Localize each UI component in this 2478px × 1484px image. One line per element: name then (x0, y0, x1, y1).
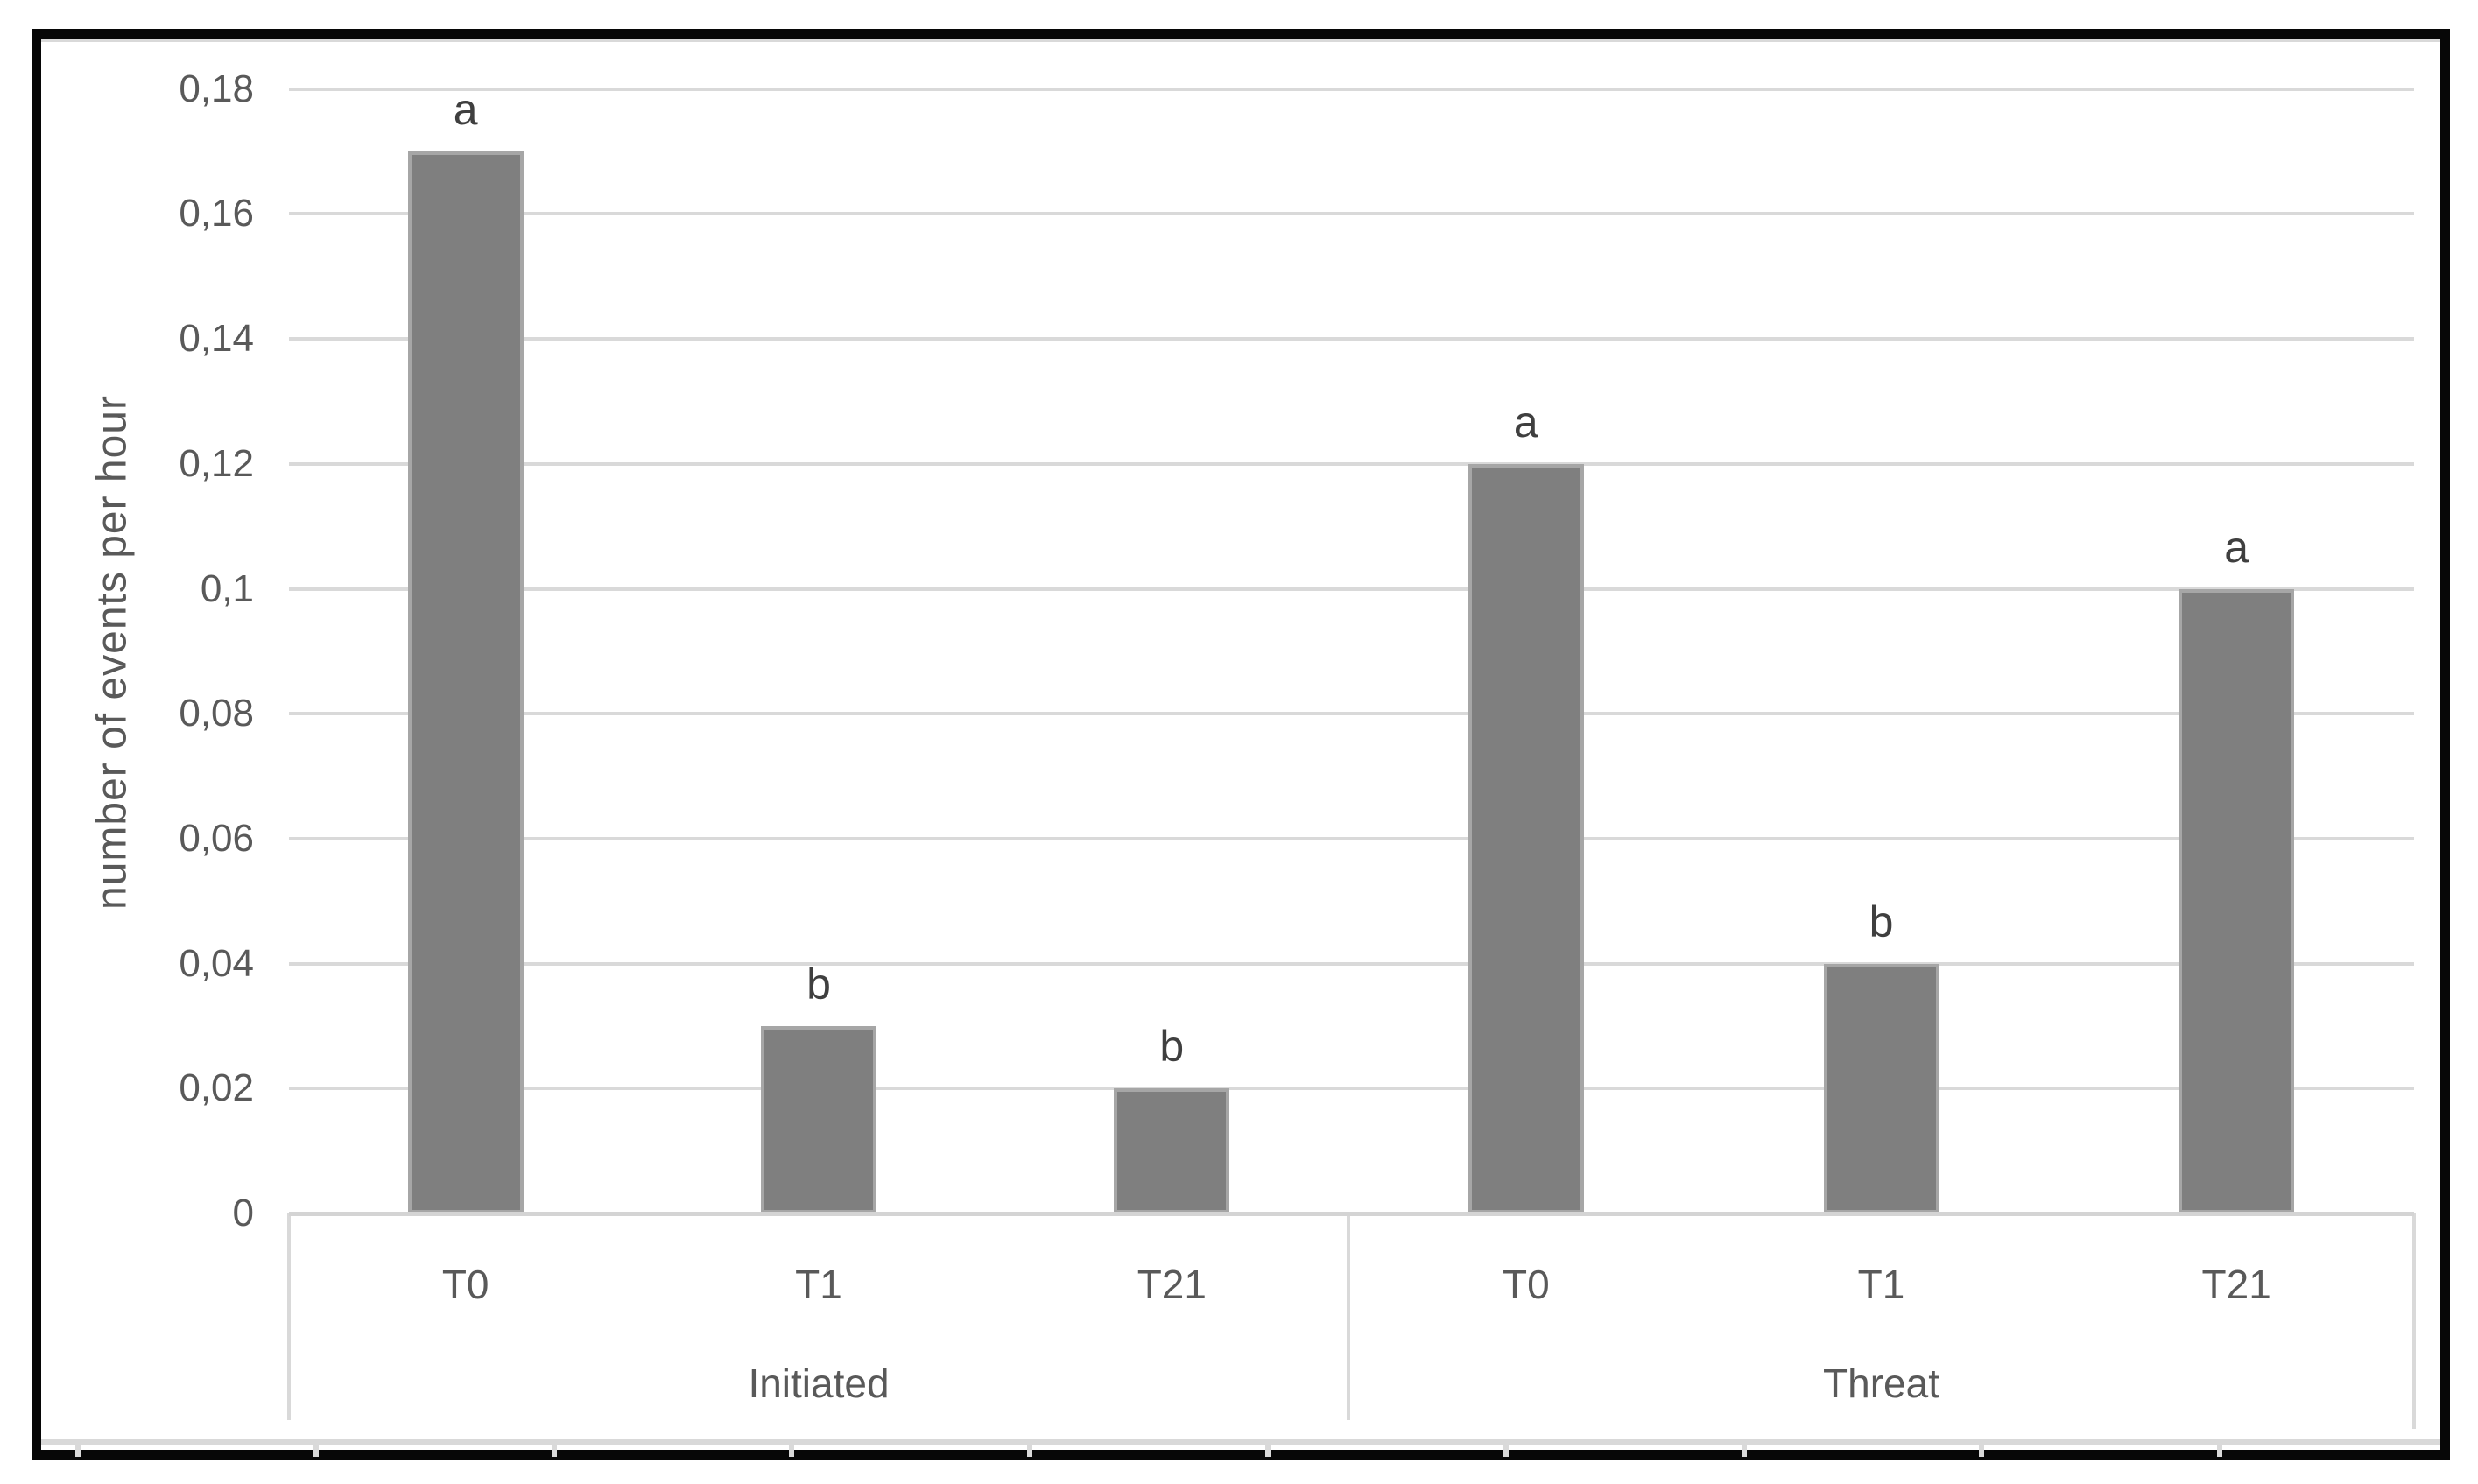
category-label: T0 (441, 1262, 489, 1307)
bottom-axis-tick (1741, 1445, 1747, 1457)
y-tick-label: 0,14 (179, 317, 254, 361)
figure-frame-bottom (32, 1450, 2450, 1460)
y-gridline (289, 587, 2414, 591)
bar-initiated-t0 (407, 151, 524, 1213)
y-tick-label: 0 (232, 1192, 254, 1234)
category-group-separator (1347, 1213, 1350, 1420)
bar-initiated-t1 (761, 1025, 876, 1213)
y-gridline (289, 461, 2414, 466)
figure-frame-right (2440, 29, 2450, 1460)
bottom-axis-tick (313, 1445, 319, 1457)
bar-threat-t21 (2179, 588, 2295, 1213)
bottom-axis-tick (551, 1445, 557, 1457)
y-gridline (289, 337, 2414, 341)
y-tick-label: 0,08 (179, 692, 254, 735)
group-label-threat: Threat (1823, 1361, 1939, 1406)
category-table-left-edge (287, 1213, 291, 1420)
category-label: T1 (1857, 1262, 1905, 1307)
category-label: T1 (795, 1262, 842, 1307)
bottom-axis-tick (1265, 1445, 1271, 1457)
bottom-cropped-axis-line (41, 1439, 2440, 1445)
y-gridline (289, 961, 2414, 966)
y-tick-label: 0,18 (179, 67, 254, 110)
bottom-axis-tick (1027, 1445, 1033, 1457)
bar-initiated-t21 (1114, 1088, 1230, 1213)
bottom-axis-tick (1979, 1445, 1985, 1457)
chart-top-edge-line (41, 39, 2440, 42)
significance-letter: b (1869, 897, 1894, 946)
y-gridline (289, 1087, 2414, 1091)
y-gridline (289, 712, 2414, 716)
significance-letter: a (2224, 522, 2249, 572)
bottom-axis-tick (75, 1445, 81, 1457)
bar-threat-t1 (1823, 963, 1939, 1213)
significance-letter: a (1513, 397, 1538, 447)
bar-threat-t0 (1468, 463, 1584, 1213)
bottom-axis-tick (1503, 1445, 1509, 1457)
y-tick-label: 0,16 (179, 192, 254, 236)
y-tick-label: 0,1 (200, 566, 254, 610)
y-tick-label: 0,06 (179, 816, 254, 860)
category-table-right-edge (2412, 1213, 2416, 1429)
bottom-axis-tick (789, 1445, 795, 1457)
category-label: T0 (1502, 1262, 1550, 1307)
x-axis-baseline (289, 1212, 2414, 1216)
category-label: T21 (1137, 1262, 1207, 1307)
y-tick-label: 0,12 (179, 441, 254, 485)
group-label-initiated: Initiated (748, 1361, 890, 1406)
significance-letter: a (453, 85, 478, 135)
y-gridline (289, 836, 2414, 840)
y-tick-label: 0,02 (179, 1066, 254, 1110)
category-label: T21 (2201, 1262, 2271, 1307)
y-tick-label: 0,04 (179, 941, 254, 985)
y-gridline (289, 87, 2414, 91)
significance-letter: b (1159, 1022, 1185, 1072)
figure-frame-top (32, 29, 2450, 39)
figure-frame-left (32, 29, 41, 1460)
significance-letter: b (806, 959, 831, 1009)
bottom-axis-tick (2217, 1445, 2223, 1457)
y-gridline (289, 212, 2414, 216)
